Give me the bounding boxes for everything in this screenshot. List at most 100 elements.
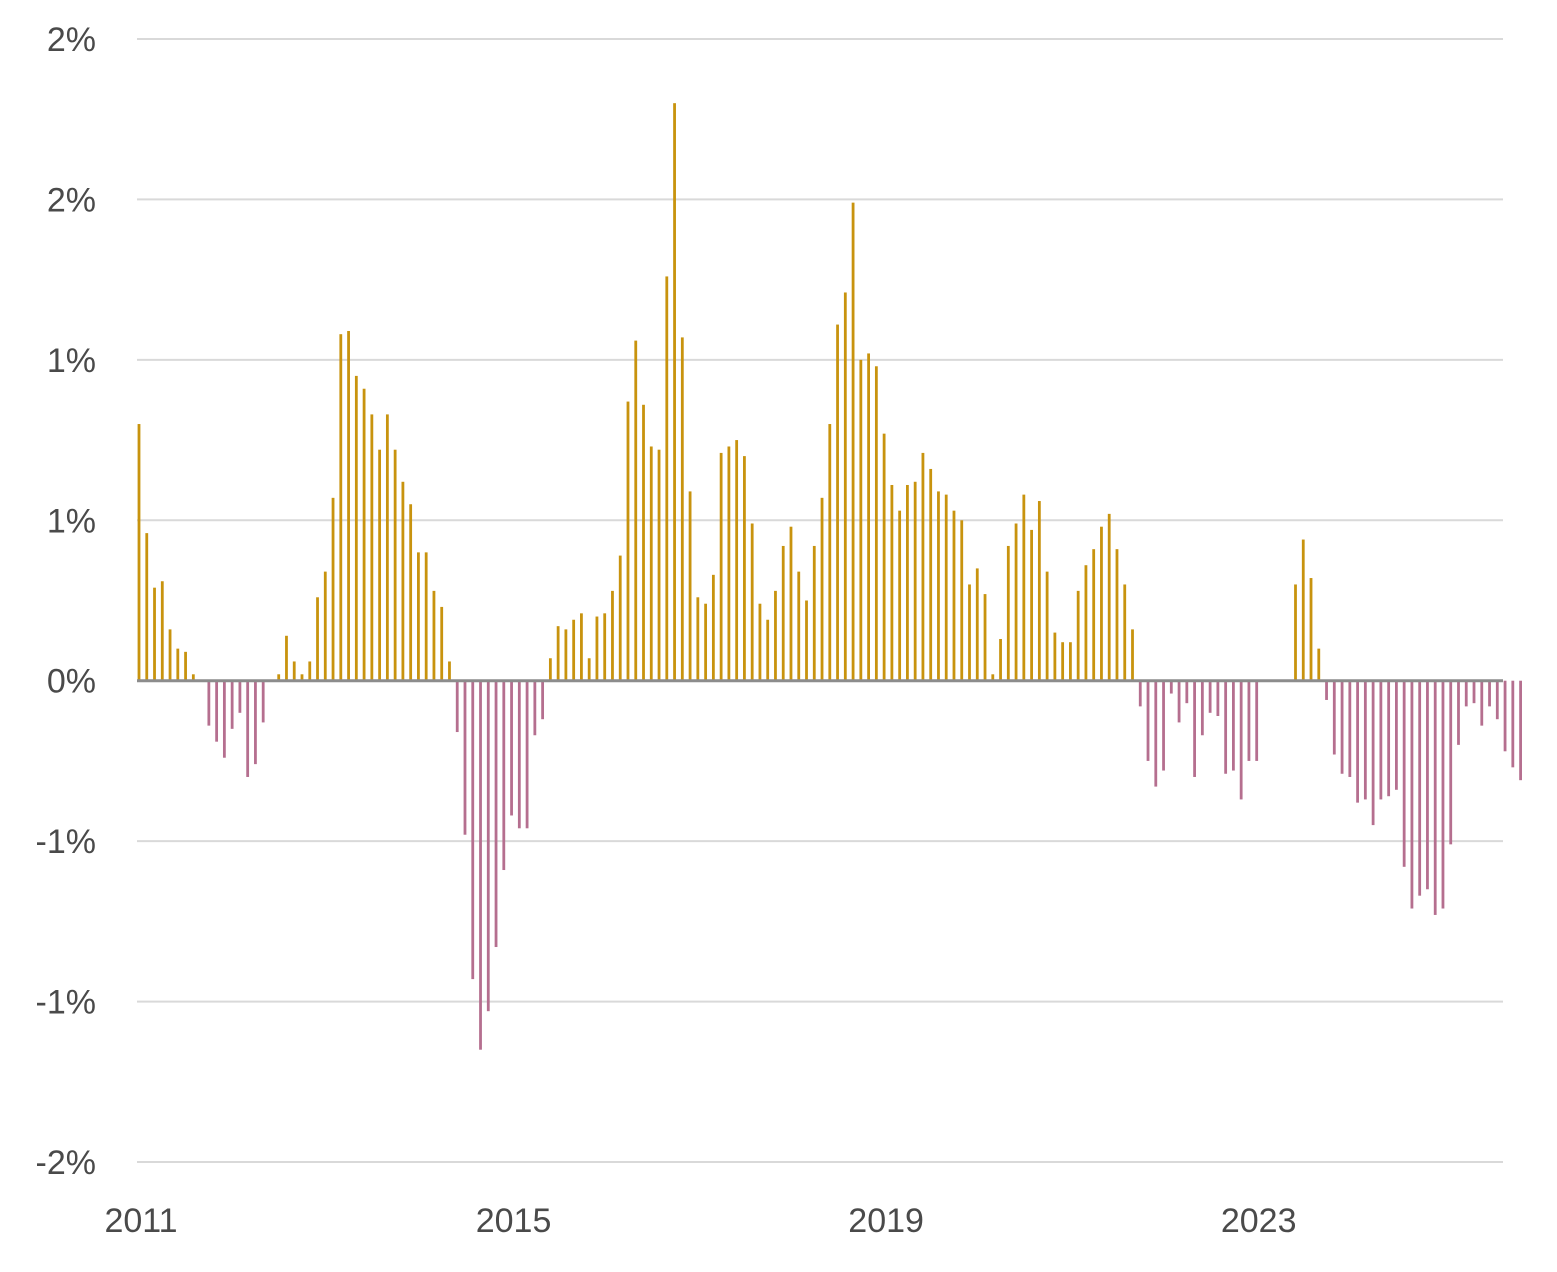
- bar: [937, 491, 940, 681]
- bar: [1061, 642, 1065, 681]
- bar: [254, 680, 257, 765]
- bar: [1340, 680, 1344, 774]
- bar: [1022, 494, 1026, 681]
- bar: [533, 680, 537, 736]
- bar: [758, 603, 762, 681]
- bar: [921, 452, 925, 681]
- bar: [611, 590, 614, 681]
- bar: [1006, 545, 1010, 681]
- bar: [168, 629, 172, 681]
- bar: [385, 414, 389, 681]
- bar: [292, 661, 296, 681]
- bar: [1185, 680, 1189, 704]
- bar: [587, 658, 591, 681]
- bar: [316, 597, 319, 681]
- bar: [1410, 680, 1414, 909]
- bar: [448, 661, 451, 681]
- bar: [999, 639, 1002, 681]
- bar: [1084, 565, 1088, 681]
- bar: [673, 103, 676, 681]
- y-tick-label: 1%: [47, 342, 96, 380]
- bar: [137, 424, 141, 681]
- bar: [1488, 680, 1491, 707]
- bar: [1208, 680, 1212, 713]
- x-tick-label: 2019: [848, 1202, 924, 1240]
- bar: [323, 571, 327, 681]
- bar: [1294, 584, 1297, 681]
- bar: [339, 334, 343, 681]
- bar: [1457, 680, 1460, 745]
- bar: [1092, 549, 1096, 681]
- bar: [913, 481, 917, 681]
- bar: [1232, 680, 1235, 771]
- x-tick-label: 2015: [476, 1202, 552, 1240]
- y-tick-label: -1%: [36, 984, 96, 1022]
- bar: [1053, 632, 1057, 681]
- bar: [401, 481, 405, 681]
- bar: [1193, 680, 1196, 777]
- bar: [1138, 680, 1142, 707]
- bar: [680, 337, 684, 681]
- bar: [944, 494, 948, 681]
- bar: [347, 330, 350, 681]
- bar: [580, 613, 583, 681]
- bar: [634, 340, 638, 681]
- bar: [1363, 680, 1367, 800]
- bar: [1162, 680, 1165, 771]
- bar: [1107, 513, 1111, 681]
- y-tick-label: 2%: [47, 181, 96, 219]
- bar: [261, 680, 265, 723]
- bar: [455, 680, 459, 733]
- bar: [517, 680, 521, 829]
- bar: [1177, 680, 1181, 723]
- bar: [1325, 680, 1328, 700]
- bar: [191, 674, 195, 681]
- bar: [859, 359, 863, 681]
- bar: [502, 680, 506, 871]
- bar: [238, 680, 242, 713]
- bar: [836, 324, 839, 681]
- bar: [1115, 549, 1119, 681]
- bar: [1426, 680, 1429, 890]
- bar: [1146, 680, 1150, 761]
- bar: [991, 674, 995, 681]
- bar: [1379, 680, 1383, 800]
- bar: [1309, 578, 1313, 681]
- bar: [440, 606, 444, 681]
- bar: [1216, 680, 1220, 716]
- bar: [960, 520, 964, 681]
- bar: [1503, 680, 1507, 752]
- bar: [898, 510, 902, 681]
- bar: [153, 587, 156, 681]
- bar: [409, 504, 413, 681]
- bar: [750, 523, 754, 681]
- bar: [378, 449, 382, 681]
- bar: [1418, 680, 1422, 896]
- bar: [1255, 680, 1259, 761]
- bar: [331, 497, 335, 681]
- bar: [1154, 680, 1158, 787]
- bar: [1464, 680, 1468, 707]
- bar: [207, 680, 211, 726]
- y-tick-label: 1%: [47, 502, 96, 540]
- bar: [1395, 680, 1398, 790]
- bar: [983, 594, 987, 681]
- bar: [393, 449, 397, 681]
- bar: [1069, 642, 1072, 681]
- bar: [510, 680, 513, 816]
- bar: [486, 680, 490, 1012]
- bar: [362, 388, 366, 681]
- bar: [797, 571, 801, 681]
- bar: [595, 616, 599, 681]
- bar: [432, 590, 436, 681]
- bar: [774, 590, 777, 681]
- bar: [1045, 571, 1049, 681]
- bar: [463, 680, 467, 835]
- bar: [812, 545, 816, 681]
- bar: [906, 484, 909, 681]
- bar: [781, 545, 785, 681]
- bar: [1200, 680, 1204, 736]
- bar: [1076, 590, 1080, 681]
- bar: [1387, 680, 1391, 797]
- bar: [820, 497, 824, 681]
